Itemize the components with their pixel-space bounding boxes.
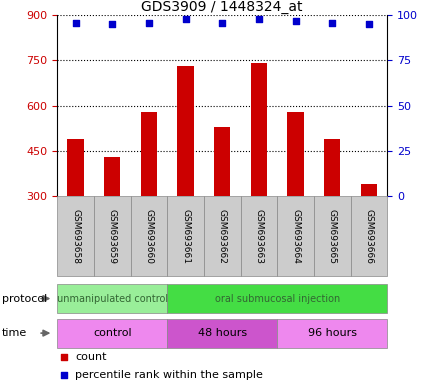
Bar xyxy=(324,139,341,196)
Text: GSM693659: GSM693659 xyxy=(108,209,117,264)
Point xyxy=(255,16,262,22)
Bar xyxy=(167,196,204,276)
Bar xyxy=(351,196,387,276)
Bar xyxy=(131,196,167,276)
Bar xyxy=(314,196,351,276)
Point xyxy=(60,372,67,378)
Text: protocol: protocol xyxy=(2,293,48,304)
Bar xyxy=(277,319,387,348)
Point xyxy=(329,20,336,26)
Text: percentile rank within the sample: percentile rank within the sample xyxy=(75,370,263,380)
Point xyxy=(109,21,116,27)
Bar xyxy=(287,112,304,196)
Text: GSM693666: GSM693666 xyxy=(364,209,374,264)
Point xyxy=(60,354,67,360)
Text: control: control xyxy=(93,328,132,338)
Text: GSM693663: GSM693663 xyxy=(254,209,264,264)
Title: GDS3909 / 1448324_at: GDS3909 / 1448324_at xyxy=(141,0,303,14)
Text: oral submucosal injection: oral submucosal injection xyxy=(215,293,340,304)
Text: count: count xyxy=(75,352,107,362)
Point xyxy=(72,20,79,26)
Point xyxy=(145,20,152,26)
Bar xyxy=(241,196,277,276)
Text: 96 hours: 96 hours xyxy=(308,328,357,338)
Text: GSM693662: GSM693662 xyxy=(218,209,227,263)
Text: unmanipulated control: unmanipulated control xyxy=(57,293,168,304)
Text: 48 hours: 48 hours xyxy=(198,328,247,338)
Bar xyxy=(57,196,94,276)
Point xyxy=(219,20,226,26)
Bar xyxy=(204,196,241,276)
Bar xyxy=(167,319,277,348)
Bar xyxy=(251,63,267,196)
Bar xyxy=(57,284,167,313)
Text: GSM693664: GSM693664 xyxy=(291,209,300,263)
Bar xyxy=(57,319,167,348)
Text: GSM693660: GSM693660 xyxy=(144,209,154,264)
Point xyxy=(365,21,372,27)
Bar xyxy=(167,284,387,313)
Point xyxy=(182,16,189,22)
Point xyxy=(292,18,299,24)
Bar xyxy=(67,139,84,196)
Bar xyxy=(141,112,157,196)
Bar xyxy=(104,157,121,196)
Text: time: time xyxy=(2,328,27,338)
Text: GSM693658: GSM693658 xyxy=(71,209,80,264)
Bar xyxy=(277,196,314,276)
Bar xyxy=(94,196,131,276)
Bar xyxy=(361,184,377,196)
Text: GSM693665: GSM693665 xyxy=(328,209,337,264)
Text: GSM693661: GSM693661 xyxy=(181,209,190,264)
Bar xyxy=(177,66,194,196)
Bar xyxy=(214,127,231,196)
